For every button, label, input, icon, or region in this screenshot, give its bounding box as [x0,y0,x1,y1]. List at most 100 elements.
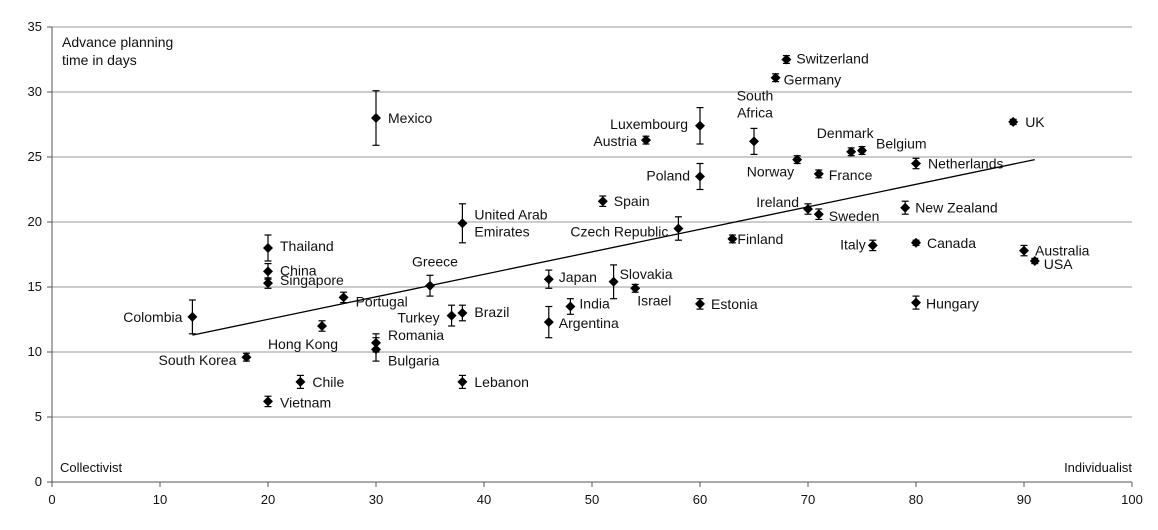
diamond-marker [446,310,457,321]
data-point [695,298,705,310]
data-point [641,135,651,146]
diamond-marker [781,54,792,65]
diamond-marker [608,276,619,287]
data-point [695,106,705,145]
point-label: Luxembourg [610,116,688,132]
data-point [295,374,306,389]
diamond-marker [263,278,273,289]
data-point [263,277,273,289]
point-label: USA [1044,256,1073,272]
point-labels: Colombia South Korea Thailand ChinaSingapor… [123,51,1089,411]
point-label: Denmark [817,125,875,141]
y-axis-label-line-2: time in days [62,52,137,68]
data-point [317,320,327,332]
point-label: Hungary [926,296,979,312]
diamond-marker [770,72,781,83]
point-label: Argentina [559,315,619,331]
diamond-marker [317,321,327,331]
point-label: Lebanon [474,374,529,390]
y-tick-label: 30 [28,84,42,99]
point-label: Africa [737,104,773,120]
point-label: Sweden [829,208,880,224]
data-point [241,352,252,363]
x-tick-label: 100 [1121,492,1143,507]
data-point [263,395,273,408]
diamond-marker [1008,116,1019,127]
y-tick-labels: 0 5 10 15 20 25 30 35 [28,19,42,489]
collectivist-label: Collectivist [60,460,123,475]
data-point [371,90,381,146]
point-label: Chile [312,374,344,390]
data-point [371,337,381,362]
diamond-marker [813,209,824,220]
data-point [867,239,878,252]
point-label: Portugal [356,293,408,309]
point-label: Brazil [474,304,509,320]
trendline [192,158,1035,336]
point-label: Slovakia [620,266,673,282]
diamond-marker [911,237,921,248]
data-point [187,299,198,335]
data-point [911,237,921,248]
data-point [1008,116,1019,127]
diamond-marker [543,274,554,285]
individualist-label: Individualist [1064,460,1132,475]
data-point [857,145,867,156]
diamond-marker [457,218,468,229]
diamond-marker [911,297,921,308]
diamond-marker [371,113,381,123]
data-point [813,168,824,179]
axes [47,26,1133,487]
x-tick-label: 30 [369,492,383,507]
diamond-marker [803,204,813,214]
point-label: Thailand [280,238,334,254]
diamond-marker [338,292,349,303]
diamond-marker [630,283,641,294]
y-tick-label: 15 [28,279,42,294]
point-label: South Korea [159,352,237,368]
diamond-marker [641,135,651,146]
x-tick-labels: 0 10 20 30 40 50 60 70 80 90 100 [48,492,1142,507]
point-label: South [737,87,774,103]
data-point [770,72,781,83]
point-label: Poland [646,168,690,184]
point-label: New Zealand [915,200,998,216]
data-point [781,54,792,65]
data-point [446,304,457,327]
data-point [673,216,684,241]
data-point [425,274,435,297]
diamond-marker [187,311,198,322]
data-point [338,291,349,304]
diamond-marker [867,240,878,251]
point-label: Estonia [711,296,758,312]
data-point [846,146,857,157]
diamond-marker [695,120,705,131]
x-tick-label: 70 [801,492,815,507]
y-axis-label-line-1: Advance planning [62,34,173,50]
diamond-marker [371,344,381,355]
point-label: Turkey [397,310,439,326]
x-tick-label: 10 [153,492,167,507]
point-label: Emirates [474,223,529,239]
point-label: Singapore [280,272,344,288]
diamond-marker [749,136,759,147]
diamond-marker [543,317,554,328]
data-point [911,295,921,310]
point-label: Greece [412,254,458,270]
x-tick-label: 50 [585,492,599,507]
point-label: Romania [388,327,444,343]
y-tick-label: 0 [35,474,42,489]
diamond-marker [295,376,306,387]
diamond-marker [1019,245,1029,256]
diamond-marker [900,202,911,213]
diamond-marker [565,301,576,312]
point-label: Israel [637,292,671,308]
point-label: India [579,296,610,312]
data-point [900,200,911,215]
point-label: Germany [784,72,842,88]
data-point [803,203,813,215]
data-point [457,374,468,389]
y-tick-label: 20 [28,214,42,229]
diamond-marker [241,352,252,363]
